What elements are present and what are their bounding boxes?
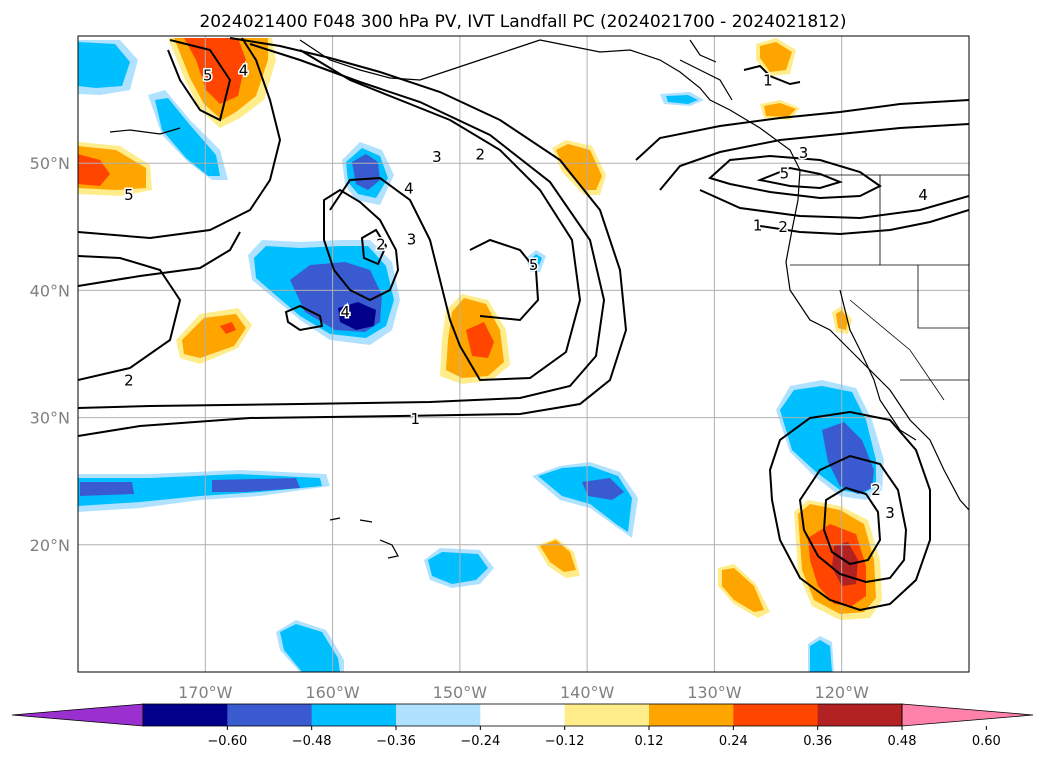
latitude-tick-labels: 20°N 30°N 40°N 50°N xyxy=(30,154,70,555)
map-frame xyxy=(77,35,970,673)
colorbar-segment xyxy=(396,704,481,726)
lat-tick-label: 30°N xyxy=(30,409,70,428)
negative-anomaly-area xyxy=(428,552,488,584)
negative-anomaly-area xyxy=(530,254,542,268)
lon-tick-label: 160°W xyxy=(305,683,360,702)
lon-tick-label: 130°W xyxy=(687,683,742,702)
contour-label: 3 xyxy=(799,144,809,162)
negative-anomaly-area xyxy=(280,624,340,672)
colorbar-tick-label: 0.36 xyxy=(803,734,832,749)
negative-anomaly-area xyxy=(338,302,376,330)
negative-anomaly-area xyxy=(582,478,624,500)
contour-label: 5 xyxy=(124,186,134,204)
positive-anomaly-area xyxy=(722,568,764,612)
colorbar-segment xyxy=(143,704,228,726)
negative-anomaly-area xyxy=(810,640,832,672)
negative-anomaly-area xyxy=(78,42,130,88)
lon-tick-label: 140°W xyxy=(560,683,615,702)
contour-label: 2 xyxy=(376,236,386,254)
positive-anomaly-area xyxy=(540,540,576,572)
negative-anomaly-area xyxy=(666,95,698,104)
map-title: 2024021400 F048 300 hPa PV, IVT Landfall… xyxy=(199,12,846,32)
lat-tick-label: 50°N xyxy=(30,154,70,173)
contour-label: 2 xyxy=(871,481,881,499)
contour-label: 4 xyxy=(341,303,351,321)
colorbar-tick-label: −0.12 xyxy=(545,734,585,749)
contour-label: 1 xyxy=(753,217,763,235)
colorbar-segment xyxy=(733,704,819,726)
colorbar-tick-label: 0.48 xyxy=(888,734,917,749)
positive-anomaly-area xyxy=(760,42,792,72)
contour-label: 1 xyxy=(763,72,773,90)
colorbar-segment xyxy=(480,704,566,726)
gridlines xyxy=(78,36,969,672)
lon-tick-label: 150°W xyxy=(433,683,488,702)
contour-label: 5 xyxy=(203,66,213,84)
colorbar-segment xyxy=(311,704,397,726)
colorbar: −0.60 −0.48 −0.36 −0.24 −0.12 0.12 0.24 0.36 0.4… xyxy=(11,703,1034,749)
colorbar-extend-high xyxy=(901,703,1034,727)
lat-tick-label: 40°N xyxy=(30,281,70,300)
colorbar-tick-label: 0.12 xyxy=(635,734,664,749)
colorbar-segment xyxy=(649,704,734,726)
contour-label: 4 xyxy=(239,61,249,79)
contour-label: 5 xyxy=(529,256,539,274)
positive-anomaly-area xyxy=(832,542,858,586)
contour-label: 5 xyxy=(780,164,790,182)
negative-anomaly-area xyxy=(80,482,134,496)
positive-anomaly-area xyxy=(556,144,602,190)
negative-anomaly-area xyxy=(155,98,220,176)
positive-anomaly-area xyxy=(184,38,246,104)
shading-layer xyxy=(78,38,884,672)
colorbar-tick-label: −0.36 xyxy=(376,734,416,749)
positive-anomaly-area xyxy=(466,322,494,358)
lat-tick-label: 20°N xyxy=(30,536,70,555)
positive-anomaly-area xyxy=(764,103,796,117)
colorbar-tick-label: 0.60 xyxy=(972,734,1001,749)
political-borders xyxy=(790,174,969,401)
longitude-tick-labels: 170°W 160°W 150°W 140°W 130°W 120°W xyxy=(178,683,869,702)
contour-label: 2 xyxy=(778,218,788,236)
colorbar-segment xyxy=(227,704,313,726)
coastlines xyxy=(109,39,969,559)
colorbar-segment xyxy=(564,704,650,726)
colorbar-tick-label: 0.24 xyxy=(719,734,748,749)
colorbar-extend-low xyxy=(11,703,144,727)
contour-label: 3 xyxy=(885,504,895,522)
contour-label: 1 xyxy=(411,410,421,428)
colorbar-tick-label: −0.48 xyxy=(292,734,332,749)
colorbar-tick-label: −0.60 xyxy=(207,734,247,749)
colorbar-outline xyxy=(142,703,903,727)
lon-tick-label: 170°W xyxy=(178,683,233,702)
contour-label: 2 xyxy=(124,372,134,390)
contour-label: 3 xyxy=(407,231,417,249)
positive-anomaly-area xyxy=(220,322,236,334)
colorbar-tick-label: −0.24 xyxy=(460,734,500,749)
contour-label: 2 xyxy=(475,145,485,163)
positive-anomaly-area xyxy=(78,154,110,186)
lon-tick-label: 120°W xyxy=(815,683,870,702)
contour-lines xyxy=(78,37,969,612)
contour-label: 3 xyxy=(432,148,442,166)
contour-label: 4 xyxy=(404,180,414,198)
negative-anomaly-area xyxy=(212,478,300,492)
contour-label: 4 xyxy=(918,186,928,204)
colorbar-segment xyxy=(817,704,903,726)
